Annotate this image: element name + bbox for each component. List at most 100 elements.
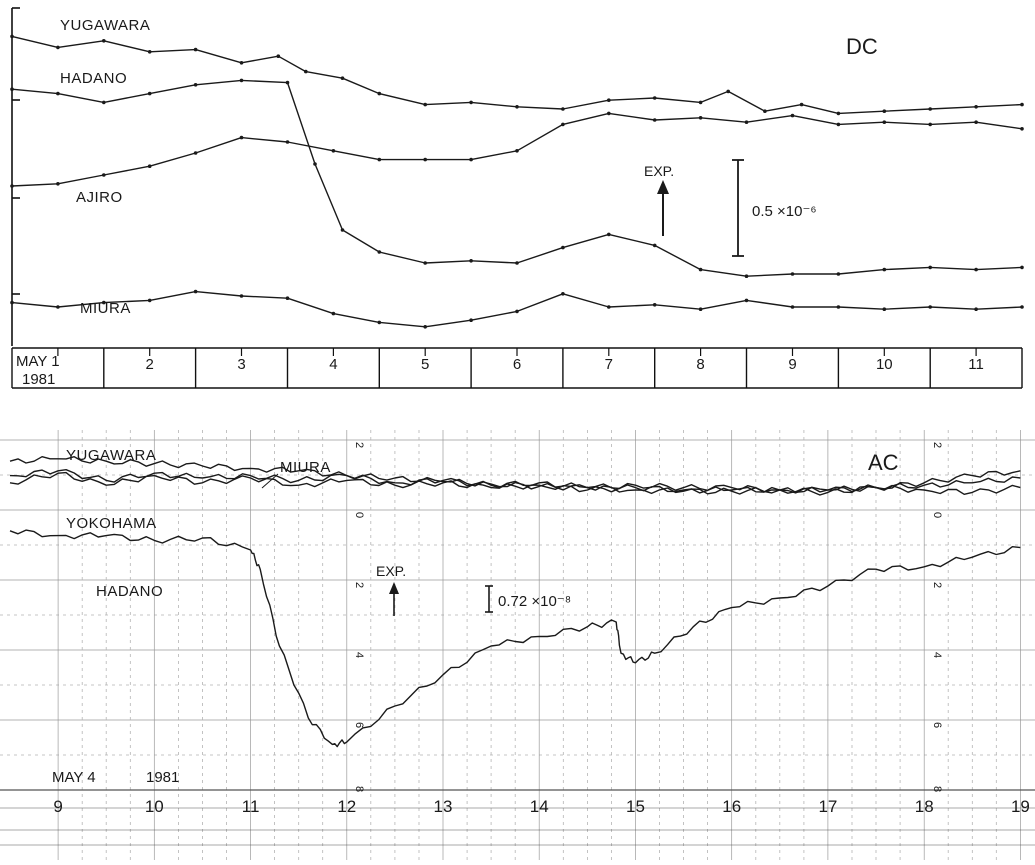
dc-point-miura (607, 305, 611, 309)
dc-point-hadano (469, 259, 473, 263)
dc-point-yugawara (239, 61, 244, 65)
dc-point-hadano (285, 80, 290, 85)
ac-x-tick-label: 12 (337, 797, 356, 816)
ac-recorder-tick-label: 0 (931, 512, 943, 518)
dc-point-hadano (561, 245, 565, 250)
dc-point-yugawara (652, 96, 657, 100)
dc-point-miura (285, 296, 290, 301)
dc-point-yugawara (799, 102, 804, 107)
dc-point-hadano (377, 250, 382, 254)
dc-point-ajiro (469, 157, 473, 162)
dc-point-ajiro (928, 122, 932, 127)
dc-traces (10, 34, 1024, 329)
ac-series-label-yugawara: YUGAWARA (66, 447, 156, 464)
ac-time-axis-ticks: 9 10 11 12 13 14 15 16 17 18 19 (53, 797, 1029, 816)
dc-point-hadano (313, 162, 317, 166)
dc-point-yugawara (1020, 102, 1024, 107)
dc-point-hadano (974, 267, 978, 272)
dc-point-yugawara (515, 105, 519, 109)
dc-point-hadano (515, 261, 519, 265)
dc-point-miura (10, 300, 14, 305)
ac-recorder-tick-label: 2 (931, 442, 943, 448)
dc-point-miura (882, 307, 887, 312)
dc-point-hadano (147, 91, 152, 96)
dc-point-yugawara (469, 100, 473, 105)
ac-exp-label: EXP. (376, 563, 406, 579)
dc-x-tick-label: 9 (788, 356, 796, 373)
dc-point-miura (239, 294, 244, 298)
ac-x-tick-label: 18 (915, 797, 934, 816)
dc-point-miura (974, 307, 978, 312)
dc-point-miura (928, 305, 932, 309)
dc-exp-label: EXP. (644, 163, 674, 179)
dc-point-yugawara (304, 69, 308, 74)
dc-time-axis-ticks: 2 3 4 5 6 7 8 9 10 11 (11, 348, 1023, 388)
dc-point-miura (790, 305, 795, 309)
dc-x-tick-label: 6 (513, 356, 521, 373)
ac-x-tick-label: 10 (145, 797, 164, 816)
dc-y-axis-ticks (12, 99, 20, 295)
dc-point-yugawara (836, 111, 841, 116)
dc-point-ajiro (239, 135, 244, 140)
dc-point-miura (377, 320, 382, 325)
dc-point-miura (836, 305, 841, 309)
ac-recorder-tick-labels: 2 0 2 4 6 8 2 0 2 4 6 8 (353, 442, 943, 792)
ac-recorder-tick-label: 6 (353, 722, 365, 728)
dc-point-miura (102, 300, 106, 305)
ac-series-label-hadano: HADANO (96, 583, 163, 600)
dc-point-miura (652, 303, 657, 307)
dc-point-ajiro (790, 113, 795, 118)
dc-x-tick-label: 4 (329, 356, 337, 373)
dc-point-ajiro (331, 149, 336, 153)
dc-point-miura (331, 311, 336, 316)
dc-point-yugawara (763, 109, 767, 113)
dc-point-miura (515, 309, 519, 314)
dc-point-ajiro (423, 157, 428, 162)
dc-point-hadano (882, 267, 887, 272)
ac-recorder-tick-label: 8 (931, 786, 943, 792)
ac-series-line-yugawara (9, 456, 1021, 495)
dc-point-hadano (928, 265, 932, 270)
dc-point-miura (56, 305, 60, 309)
dc-point-ajiro (285, 140, 290, 144)
dc-point-hadano (423, 261, 428, 265)
dc-start-date-label: MAY 1 (16, 353, 60, 370)
ac-x-tick-label: 17 (818, 797, 837, 816)
ac-x-tick-label: 19 (1011, 797, 1030, 816)
dc-point-hadano (836, 272, 841, 276)
dc-point-ajiro (56, 182, 60, 186)
dc-point-ajiro (515, 149, 519, 153)
dc-point-miura (744, 298, 749, 303)
ac-exp-arrow-icon (389, 582, 399, 594)
dc-point-yugawara (276, 54, 281, 58)
dc-point-miura (561, 292, 565, 296)
dc-point-miura (698, 307, 703, 312)
ac-scale-bar: 0.72 ×10⁻⁸ (485, 585, 571, 613)
ac-recorder-tick-label: 2 (353, 442, 365, 448)
dc-scale-bar-label: 0.5 ×10⁻⁶ (752, 203, 817, 220)
ac-exp-marker: EXP. (376, 563, 406, 616)
dc-point-yugawara (974, 105, 978, 109)
dc-point-yugawara (561, 107, 565, 111)
dc-point-yugawara (10, 34, 14, 39)
ac-chart-paper-grid (0, 430, 1035, 860)
ac-recorder-tick-label: 2 (931, 582, 943, 588)
dc-point-hadano (239, 78, 244, 83)
ac-recorder-tick-label: 2 (353, 582, 365, 588)
dc-series-line-miura (11, 290, 1023, 328)
dc-point-yugawara (56, 45, 60, 50)
dc-point-yugawara (882, 109, 887, 113)
ac-series-line-yokohama (9, 471, 1021, 496)
dc-point-hadano (607, 232, 611, 237)
ac-scale-bar-label: 0.72 ×10⁻⁸ (498, 593, 571, 610)
dc-point-ajiro (193, 151, 198, 155)
dc-point-ajiro (974, 120, 978, 124)
ac-x-tick-label: 15 (626, 797, 645, 816)
dc-point-hadano (10, 87, 14, 91)
dc-scale-bar: 0.5 ×10⁻⁶ (732, 159, 817, 257)
dc-point-hadano (193, 83, 198, 87)
ac-panel-title: AC (868, 450, 899, 475)
dc-point-miura (1020, 305, 1024, 309)
ac-x-tick-label: 9 (53, 797, 62, 816)
ac-recorder-tick-label: 4 (931, 652, 943, 658)
